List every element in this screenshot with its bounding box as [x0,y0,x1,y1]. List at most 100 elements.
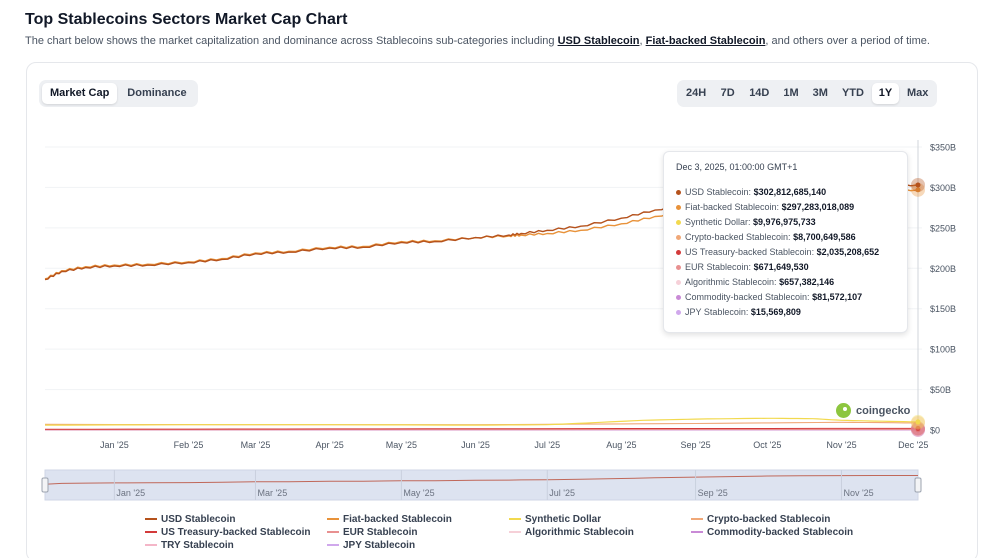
range-button-14d[interactable]: 14D [749,87,770,99]
x-tick-label: Feb '25 [174,440,204,450]
series-dot-icon [676,280,681,286]
legend-item[interactable]: EUR Stablecoin [327,526,509,538]
x-tick-label: Oct '25 [753,440,781,450]
legend-item[interactable]: Algorithmic Stablecoin [509,526,691,538]
tooltip-series-name: Synthetic Dollar: [685,217,751,227]
range-button-ytd[interactable]: YTD [841,87,864,99]
tooltip-series-name: Fiat-backed Stablecoin: [685,202,780,212]
y-tick-label: $250B [930,223,956,233]
chart-tooltip: Dec 3, 2025, 01:00:00 GMT+1 USD Stableco… [663,151,908,333]
time-range-selector: 24H 7D 14D 1M 3M YTD 1Y Max [677,80,938,107]
dominance-tab[interactable]: Dominance [127,87,187,99]
legend-swatch-icon [327,544,339,546]
tooltip-row: Fiat-backed Stablecoin: $297,283,018,089 [676,200,895,215]
tooltip-row: US Treasury-backed Stablecoin: $2,035,20… [676,245,895,260]
fiat-backed-stablecoin-link[interactable]: Fiat-backed Stablecoin [645,35,766,47]
range-button-7d[interactable]: 7D [720,87,735,99]
tooltip-row: JPY Stablecoin: $15,569,809 [676,305,895,320]
tooltip-series-value: $657,382,146 [779,277,835,287]
series-dot-icon [676,295,681,301]
legend-item[interactable]: JPY Stablecoin [327,539,509,551]
legend-label: Synthetic Dollar [525,513,602,525]
chart-legend: USD Stablecoin Fiat-backed Stablecoin Synt… [145,513,865,551]
navigator-tick-label: Sep '25 [698,488,728,498]
tooltip-row: Commodity-backed Stablecoin: $81,572,107 [676,290,895,305]
range-button-24h[interactable]: 24H [686,87,707,99]
range-button-max[interactable]: Max [906,87,929,99]
navigator-selection[interactable] [44,469,919,501]
tooltip-series-value: $671,649,530 [753,262,809,272]
x-tick-label: Aug '25 [606,440,636,450]
legend-label: US Treasury-backed Stablecoin [161,526,311,538]
tooltip-date: Dec 3, 2025, 01:00:00 GMT+1 [676,162,798,172]
tooltip-series-value: $302,812,685,140 [753,187,827,197]
tooltip-series-value: $8,700,649,586 [793,232,856,242]
page-subtitle: The chart below shows the market capital… [25,35,930,47]
legend-swatch-icon [145,544,157,546]
tooltip-series-name: Commodity-backed Stablecoin: [685,292,810,302]
tooltip-row: Algorithmic Stablecoin: $657,382,146 [676,275,895,290]
series-dot-icon [676,220,681,226]
legend-swatch-icon [327,518,339,520]
hover-marker [915,187,921,193]
tooltip-series-value: $2,035,208,652 [816,247,880,257]
legend-label: Commodity-backed Stablecoin [707,526,854,538]
tooltip-series-value: $15,569,809 [750,307,801,317]
tooltip-series-name: EUR Stablecoin: [685,262,752,272]
legend-item[interactable]: Fiat-backed Stablecoin [327,513,509,525]
legend-item[interactable]: TRY Stablecoin [145,539,327,551]
x-tick-label: Dec '25 [898,440,928,450]
hover-marker [915,419,921,425]
x-tick-label: Sep '25 [680,440,710,450]
series-dot-icon [676,310,681,316]
range-button-3m[interactable]: 3M [812,87,828,99]
legend-label: USD Stablecoin [161,513,236,525]
navigator-handle[interactable] [41,477,49,493]
coingecko-logo-icon [836,403,851,418]
subtitle-separator: , [639,35,646,47]
x-tick-label: Apr '25 [315,440,343,450]
tooltip-series-value: $81,572,107 [812,292,863,302]
tooltip-series-name: JPY Stablecoin: [685,307,749,317]
x-tick-label: May '25 [386,440,417,450]
y-tick-label: $0 [930,426,940,436]
legend-swatch-icon [691,518,703,520]
tooltip-rows: USD Stablecoin: $302,812,685,140 Fiat-bac… [676,185,895,320]
tooltip-row: USD Stablecoin: $302,812,685,140 [676,185,895,200]
legend-swatch-icon [145,518,157,520]
legend-swatch-icon [327,531,339,533]
range-button-1y[interactable]: 1Y [871,83,899,104]
tooltip-row: EUR Stablecoin: $671,649,530 [676,260,895,275]
market-cap-tab[interactable]: Market Cap [42,83,118,104]
series-dot-icon [676,205,681,211]
legend-item[interactable]: Synthetic Dollar [509,513,691,525]
legend-item[interactable]: USD Stablecoin [145,513,327,525]
navigator-series-line [44,475,918,485]
legend-item[interactable]: Crypto-backed Stablecoin [691,513,873,525]
tooltip-series-value: $9,976,975,733 [753,217,816,227]
series-line [45,417,919,426]
x-tick-label: Mar '25 [241,440,271,450]
navigator-tick-label: Nov '25 [843,488,873,498]
legend-item[interactable]: US Treasury-backed Stablecoin [145,526,327,538]
x-tick-label: Jun '25 [461,440,490,450]
navigator-handle[interactable] [914,477,922,493]
legend-swatch-icon [509,531,521,533]
legend-label: Fiat-backed Stablecoin [343,513,452,525]
y-tick-label: $200B [930,264,956,274]
legend-label: Algorithmic Stablecoin [525,526,634,538]
range-navigator[interactable]: Jan '25 Mar '25 May '25 Jul '25 Sep '25 Nov '… [41,469,922,501]
usd-stablecoin-link[interactable]: USD Stablecoin [557,35,640,47]
tooltip-row: Synthetic Dollar: $9,976,975,733 [676,215,895,230]
y-tick-label: $300B [930,183,956,193]
range-button-1m[interactable]: 1M [783,87,799,99]
legend-item[interactable]: Commodity-backed Stablecoin [691,526,873,538]
tooltip-series-name: US Treasury-backed Stablecoin: [685,247,815,257]
hover-markers [911,178,925,437]
x-tick-label: Jul '25 [534,440,560,450]
tooltip-series-name: Algorithmic Stablecoin: [685,277,777,287]
tooltip-series-value: $297,283,018,089 [781,202,855,212]
tooltip-row: Crypto-backed Stablecoin: $8,700,649,586 [676,230,895,245]
navigator-tick-label: Jan '25 [116,488,145,498]
